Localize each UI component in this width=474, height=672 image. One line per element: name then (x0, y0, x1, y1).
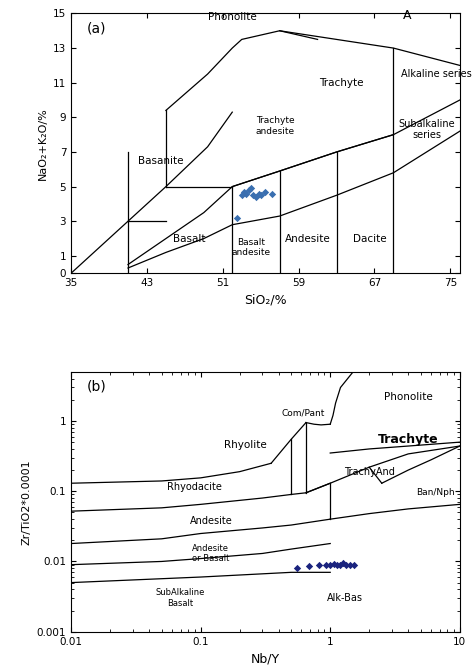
Point (257, 190, 264, 201)
Text: Andesite: Andesite (190, 515, 232, 526)
Point (333, 560, 340, 571)
Text: SubAlkaline
Basalt: SubAlkaline Basalt (156, 589, 205, 608)
Point (315, 559, 323, 570)
X-axis label: Nb/Y: Nb/Y (251, 652, 280, 665)
Text: Basalt
andesite: Basalt andesite (232, 237, 271, 257)
Point (246, 185, 253, 196)
Text: Subalkaline
series: Subalkaline series (398, 119, 455, 140)
Text: TrachyAnd: TrachyAnd (344, 466, 395, 476)
Point (293, 562, 301, 573)
Point (238, 190, 246, 201)
Point (240, 186, 247, 197)
Text: A: A (403, 9, 412, 22)
Text: Basanite: Basanite (138, 156, 184, 165)
Text: Dacite: Dacite (353, 234, 386, 243)
Point (346, 559, 354, 570)
Text: Trachyte
andesite: Trachyte andesite (255, 116, 294, 136)
Point (249, 190, 257, 201)
Text: (b): (b) (87, 380, 106, 394)
Point (342, 559, 350, 570)
Point (327, 559, 334, 570)
Point (247, 183, 255, 194)
Text: Rhyodacite: Rhyodacite (167, 482, 222, 492)
Text: Phonolite: Phonolite (208, 12, 256, 22)
Point (305, 561, 312, 572)
Text: Rhyolite: Rhyolite (224, 440, 266, 450)
Text: Basalt: Basalt (173, 234, 206, 243)
Text: Andesite: Andesite (285, 234, 331, 243)
Text: Ban/Nph: Ban/Nph (416, 489, 455, 497)
Point (262, 186, 269, 197)
Point (350, 560, 357, 571)
Y-axis label: NaO₂+K₂O/%: NaO₂+K₂O/% (37, 107, 47, 179)
Text: Alk-Bas: Alk-Bas (327, 593, 363, 603)
Point (330, 558, 338, 569)
Text: (a): (a) (87, 22, 106, 35)
Text: Andesite
or Basalt: Andesite or Basalt (192, 544, 229, 563)
Point (252, 192, 260, 202)
Point (336, 559, 343, 570)
Text: Alkaline series: Alkaline series (401, 69, 472, 79)
Text: Trachyte: Trachyte (378, 433, 438, 446)
Point (322, 560, 329, 571)
Point (243, 188, 250, 199)
X-axis label: SiO₂/%: SiO₂/% (244, 294, 287, 306)
Text: Com/Pant: Com/Pant (282, 409, 325, 417)
Point (268, 188, 276, 199)
Point (233, 212, 241, 223)
Point (255, 188, 263, 199)
Y-axis label: Zr/TiO2*0.0001: Zr/TiO2*0.0001 (21, 459, 31, 544)
Text: Phonolite: Phonolite (384, 392, 433, 402)
Text: Trachyte: Trachyte (319, 78, 364, 88)
Point (339, 558, 346, 569)
